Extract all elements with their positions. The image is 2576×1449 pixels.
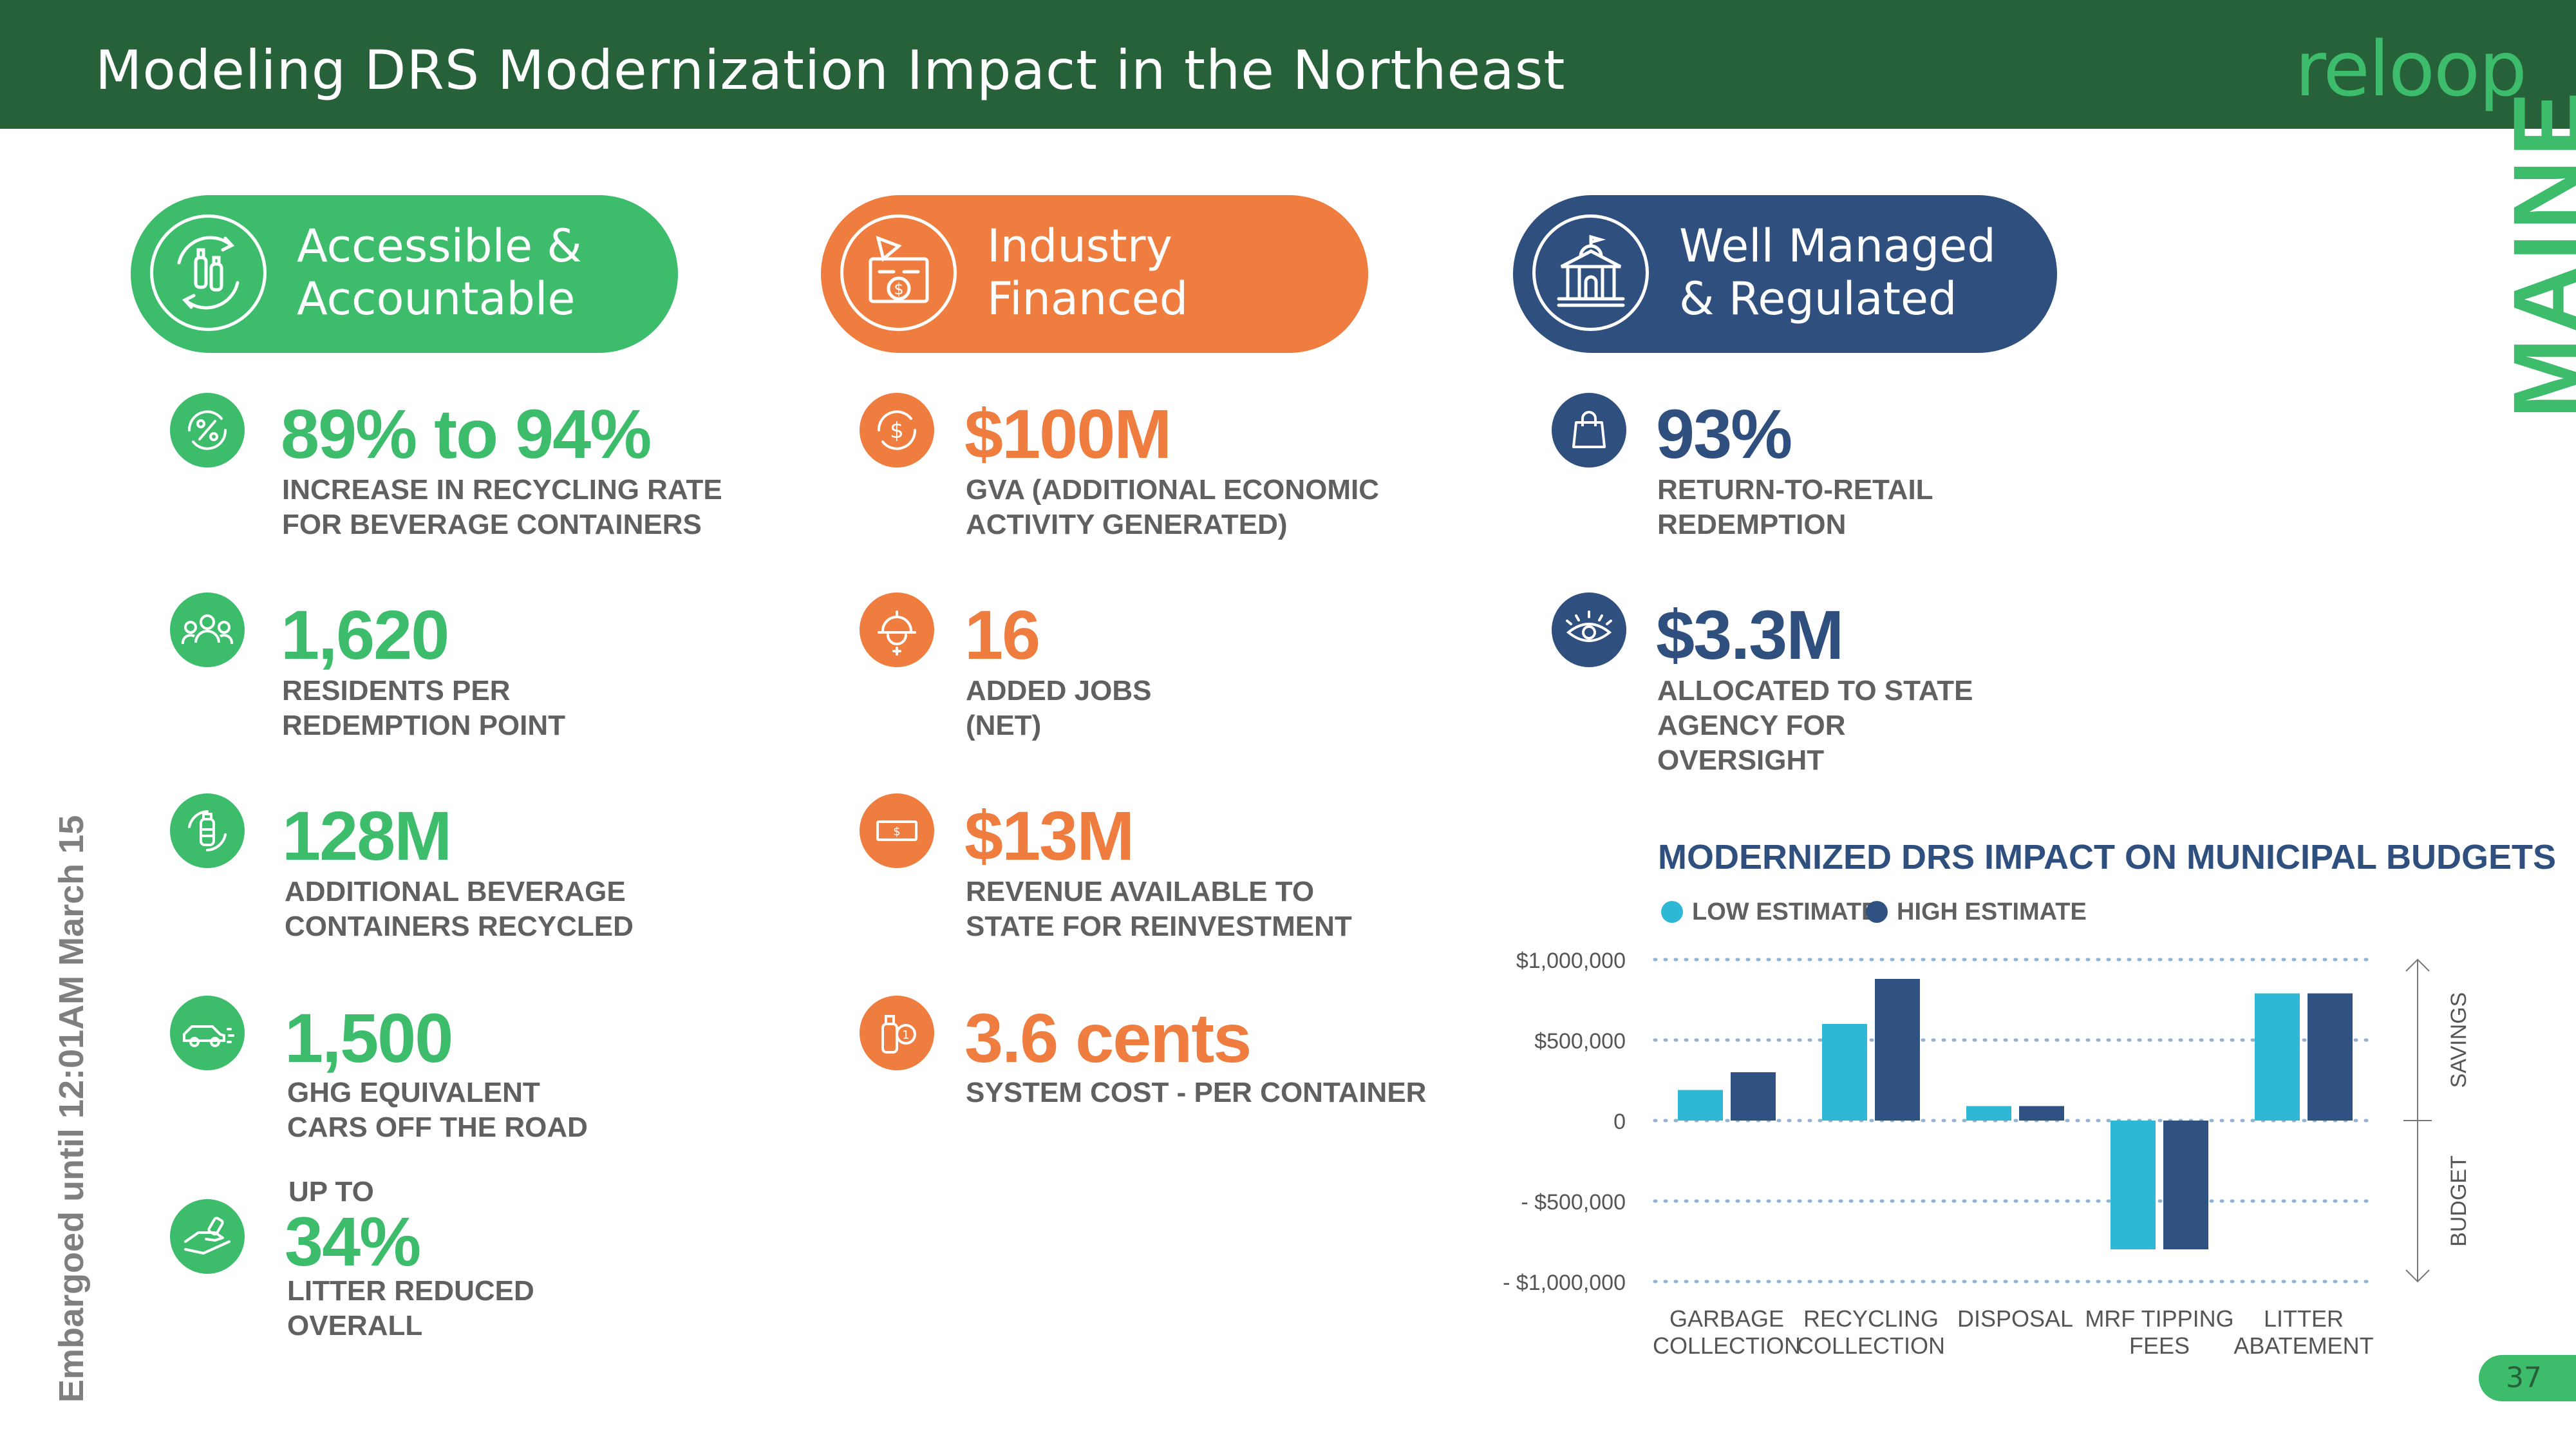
x-tick-label: DISPOSAL bbox=[1957, 1305, 2073, 1332]
stat-value: 93% bbox=[1656, 395, 1792, 473]
y-tick-label: - $500,000 bbox=[1521, 1190, 1626, 1215]
x-tick-label: ABATEMENT bbox=[2233, 1332, 2373, 1359]
x-tick-label: FEES bbox=[2129, 1332, 2190, 1359]
stat-value: 16 bbox=[964, 596, 1040, 674]
bottle-recycle-icon bbox=[170, 793, 245, 868]
chart-title: MODERNIZED DRS IMPACT ON MUNICIPAL BUDGE… bbox=[1658, 838, 2557, 876]
budget-label: BUDGET bbox=[2447, 1155, 2471, 1247]
y-tick-label: 0 bbox=[1613, 1110, 1626, 1134]
svg-text:$: $ bbox=[893, 825, 900, 838]
y-tick-label: $1,000,000 bbox=[1516, 949, 1626, 973]
arrow-up-icon bbox=[2405, 958, 2430, 972]
stat-description: ADDED JOBS (NET) bbox=[966, 675, 1152, 741]
x-tick-label: LITTER bbox=[2264, 1305, 2344, 1332]
recycle-bottles-icon bbox=[150, 214, 267, 331]
page-title: Modeling DRS Modernization Impact in the… bbox=[95, 39, 1566, 102]
legend-swatch bbox=[1866, 901, 1888, 923]
page-number-tab: 37 bbox=[2479, 1355, 2576, 1401]
factory-money-icon: $ bbox=[840, 214, 957, 331]
embargo-notice: Embargoed until 12:01AM March 15 bbox=[52, 815, 91, 1403]
x-tick-label: COLLECTION bbox=[1797, 1332, 1945, 1359]
svg-text:1: 1 bbox=[902, 1028, 909, 1042]
chart-bar bbox=[1678, 1090, 1723, 1121]
stat-description: INCREASE IN RECYCLING RATE FOR BEVERAGE C… bbox=[282, 474, 722, 540]
stat-description: ALLOCATED TO STATE AGENCY FOR OVERSIGHT bbox=[1657, 675, 1973, 776]
x-tick-label: MRF TIPPING bbox=[2085, 1305, 2233, 1332]
y-tick-label: - $1,000,000 bbox=[1503, 1271, 1626, 1295]
svg-text:$: $ bbox=[890, 418, 904, 444]
state-label: MAINE bbox=[2493, 88, 2576, 419]
pill-label: Accessible & Accountable bbox=[297, 220, 582, 325]
stat-value: 3.6 cents bbox=[964, 999, 1252, 1077]
chart-bar bbox=[2019, 1106, 2064, 1121]
pill-accessible-accountable: Accessible & Accountable bbox=[131, 195, 678, 353]
savings-label: SAVINGS bbox=[2447, 992, 2471, 1088]
stat-description: REVENUE AVAILABLE TO STATE FOR REINVESTME… bbox=[966, 876, 1352, 942]
car-icon bbox=[170, 996, 245, 1070]
header-bar: Modeling DRS Modernization Impact in the… bbox=[0, 0, 2576, 129]
stat-description: RESIDENTS PER REDEMPTION POINT bbox=[282, 675, 566, 741]
legend-label: LOW ESTIMATE bbox=[1692, 898, 1878, 925]
chart-bar bbox=[2255, 993, 2300, 1121]
stat-value: 34% bbox=[285, 1202, 421, 1280]
eye-icon bbox=[1552, 592, 1626, 667]
hardhat-worker-icon bbox=[860, 592, 934, 667]
stat-value: $3.3M bbox=[1656, 596, 1844, 674]
chart-bar bbox=[1731, 1072, 1776, 1121]
page-number: 37 bbox=[2506, 1361, 2542, 1394]
stat-description: LITTER REDUCED OVERALL bbox=[287, 1275, 534, 1341]
bottle-coin-icon: 1 bbox=[860, 996, 934, 1070]
percent-cycle-icon bbox=[170, 393, 245, 468]
stat-description: GVA (ADDITIONAL ECONOMIC ACTIVITY GENERAT… bbox=[966, 474, 1380, 540]
stat-value: $100M bbox=[964, 395, 1172, 473]
y-tick-label: $500,000 bbox=[1534, 1029, 1626, 1054]
pill-industry-financed: $ Industry Financed bbox=[821, 195, 1368, 353]
hand-litter-icon bbox=[170, 1199, 245, 1274]
dollar-cycle-icon: $ bbox=[860, 393, 934, 468]
stat-value: 89% to 94% bbox=[281, 395, 652, 473]
legend-high-estimate: HIGH ESTIMATE bbox=[1866, 898, 2087, 926]
stat-value: $13M bbox=[964, 797, 1134, 875]
chart-bar bbox=[2163, 1121, 2208, 1249]
stat-value: 1,620 bbox=[281, 596, 449, 674]
chart-bar bbox=[2308, 993, 2353, 1121]
municipal-budget-chart: $1,000,000 $500,000 0 - $500,000 - $1,000,00… bbox=[1503, 949, 2471, 1359]
people-icon bbox=[170, 592, 245, 667]
pill-well-managed-regulated: Well Managed & Regulated bbox=[1513, 195, 2057, 353]
stat-prefix: UP TO bbox=[288, 1176, 374, 1208]
legend-low-estimate: LOW ESTIMATE bbox=[1661, 898, 1878, 926]
chart-bar bbox=[1822, 1024, 1867, 1121]
legend-swatch bbox=[1661, 901, 1683, 923]
pill-label: Well Managed & Regulated bbox=[1679, 220, 1996, 325]
stat-description: SYSTEM COST - PER CONTAINER bbox=[966, 1077, 1427, 1108]
x-tick-label: RECYCLING bbox=[1803, 1305, 1939, 1332]
arrow-down-icon bbox=[2405, 1269, 2430, 1283]
capitol-building-icon bbox=[1532, 214, 1649, 331]
shopping-bag-icon bbox=[1552, 393, 1626, 468]
stat-description: ADDITIONAL BEVERAGE CONTAINERS RECYCLED bbox=[285, 876, 634, 942]
pill-label: Industry Financed bbox=[987, 220, 1189, 325]
stat-description: GHG EQUIVALENT CARS OFF THE ROAD bbox=[287, 1077, 588, 1143]
chart-bar bbox=[1875, 979, 1920, 1121]
chart-bar bbox=[1966, 1106, 2011, 1121]
x-tick-label: COLLECTION bbox=[1653, 1332, 1801, 1359]
stat-value: 1,500 bbox=[285, 999, 453, 1077]
stat-description: RETURN-TO-RETAIL REDEMPTION bbox=[1657, 474, 1933, 540]
x-tick-label: GARBAGE bbox=[1669, 1305, 1784, 1332]
legend-label: HIGH ESTIMATE bbox=[1897, 898, 2087, 925]
svg-text:$: $ bbox=[894, 280, 903, 298]
banknote-icon: $ bbox=[860, 793, 934, 868]
reloop-logo: reloop bbox=[2295, 24, 2527, 113]
stat-value: 128M bbox=[282, 797, 452, 875]
chart-bar bbox=[2111, 1121, 2156, 1249]
